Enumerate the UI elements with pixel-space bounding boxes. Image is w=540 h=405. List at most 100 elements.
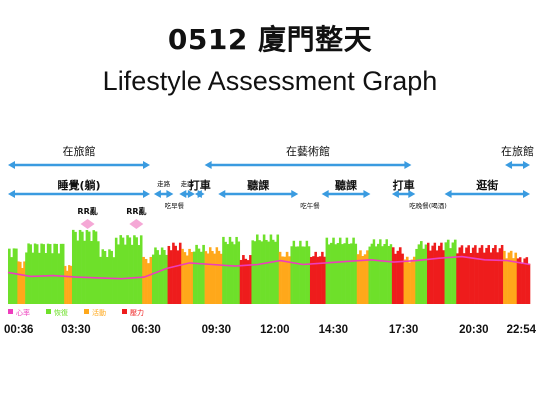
x-tick-3: 09:30 bbox=[202, 324, 231, 336]
segment-15 bbox=[251, 234, 280, 304]
segment-29-bar-3 bbox=[523, 258, 526, 304]
segment-0-bar-0 bbox=[8, 248, 11, 304]
segment-21-bar-7 bbox=[383, 244, 386, 304]
segment-4-bar-5 bbox=[83, 240, 86, 304]
segment-17-bar-8 bbox=[307, 246, 311, 304]
x-tick-6: 17:30 bbox=[389, 324, 418, 336]
segment-17-bar-3 bbox=[296, 246, 300, 304]
segment-15-bar-8 bbox=[269, 234, 273, 304]
segment-25-bar-0 bbox=[427, 242, 430, 304]
segment-7 bbox=[142, 256, 153, 304]
segment-6-bar-10 bbox=[137, 245, 141, 304]
segment-8-bar-2 bbox=[156, 250, 159, 304]
segment-14 bbox=[239, 255, 252, 304]
x-tick-0: 00:36 bbox=[4, 324, 33, 336]
segment-10-bar-2 bbox=[185, 255, 189, 304]
segment-6-bar-4 bbox=[124, 244, 127, 304]
segment-11-bar-1 bbox=[195, 244, 198, 304]
segment-22-bar-4 bbox=[401, 253, 404, 304]
legend-label-0: 心率 bbox=[16, 308, 30, 317]
segment-24-bar-1 bbox=[417, 244, 421, 304]
segment-28-bar-1 bbox=[505, 258, 508, 304]
location-label-0: 在旅館 bbox=[63, 144, 96, 158]
segment-10-bar-3 bbox=[188, 248, 191, 304]
segment-2-bar-13 bbox=[53, 243, 56, 304]
segment-17-bar-0 bbox=[290, 246, 293, 304]
activity-arrow-2 bbox=[179, 190, 195, 198]
segment-14-bar-0 bbox=[239, 259, 243, 304]
heart-rate-series bbox=[7, 255, 531, 280]
x-tick-2: 06:30 bbox=[131, 324, 160, 336]
segment-23-bar-0 bbox=[403, 259, 407, 304]
segment-27-bar-8 bbox=[474, 245, 477, 304]
segment-27-bar-10 bbox=[478, 247, 482, 304]
segment-13-bar-4 bbox=[230, 241, 234, 304]
location-arrow-0-head-right bbox=[143, 161, 151, 169]
segment-5-bar-0 bbox=[99, 256, 102, 304]
segment-0-bar-1 bbox=[10, 257, 13, 304]
segment-1-bar-2 bbox=[21, 267, 24, 304]
activity-arrow-0-head-right bbox=[143, 190, 151, 198]
segment-21-bar-0 bbox=[368, 246, 371, 304]
segment-27 bbox=[456, 244, 504, 304]
segment-29-bar-0 bbox=[516, 258, 520, 304]
segment-21-bar-4 bbox=[376, 243, 380, 304]
segment-6-bar-8 bbox=[133, 235, 136, 304]
segment-19-bar-12 bbox=[352, 237, 355, 304]
segment-21-bar-2 bbox=[372, 239, 376, 304]
segment-6-bar-9 bbox=[135, 237, 138, 304]
segment-27-bar-12 bbox=[483, 252, 486, 304]
segment-25-bar-5 bbox=[437, 245, 441, 304]
location-label-1: 在藝術館 bbox=[286, 144, 330, 158]
segment-17-bar-6 bbox=[303, 246, 306, 304]
segment-17-bar-5 bbox=[301, 246, 304, 304]
segment-5-bar-3 bbox=[105, 257, 109, 304]
segment-15-bar-4 bbox=[260, 241, 264, 304]
segment-2-bar-12 bbox=[51, 253, 54, 304]
segment-12-bar-4 bbox=[213, 253, 216, 304]
segment-13 bbox=[222, 236, 241, 304]
segment-17-bar-4 bbox=[299, 240, 302, 304]
segment-6-bar-6 bbox=[128, 237, 132, 304]
activity-arrow-7-head-right bbox=[523, 190, 530, 198]
segment-14-bar-1 bbox=[242, 255, 245, 304]
segment-4-bar-10 bbox=[94, 231, 98, 304]
segment-29-bar-5 bbox=[527, 263, 531, 304]
segment-2-bar-7 bbox=[40, 243, 43, 304]
legend-label-1: 恢復 bbox=[54, 308, 68, 317]
segment-26-bar-1 bbox=[446, 239, 450, 304]
segment-11 bbox=[192, 244, 205, 304]
segment-18-bar-5 bbox=[321, 251, 324, 304]
segment-15-bar-3 bbox=[258, 240, 261, 304]
segment-28 bbox=[503, 250, 518, 304]
activity-arrow-7 bbox=[444, 190, 530, 198]
activity-label-3: 打車 bbox=[189, 178, 211, 192]
segment-6-bar-2 bbox=[119, 235, 123, 304]
segment-26-bar-3 bbox=[451, 242, 455, 304]
segment-23 bbox=[403, 256, 416, 304]
segment-27-bar-7 bbox=[471, 247, 475, 304]
segment-25-bar-3 bbox=[433, 242, 437, 304]
x-tick-8: 22:54 bbox=[507, 324, 537, 336]
segment-13-bar-6 bbox=[235, 236, 238, 304]
segment-29 bbox=[516, 257, 531, 304]
segment-17-bar-7 bbox=[305, 240, 309, 304]
location-arrow-1-head-left bbox=[204, 161, 212, 169]
segment-23-bar-4 bbox=[412, 256, 416, 304]
segment-25-bar-1 bbox=[429, 250, 432, 304]
segment-19-bar-4 bbox=[334, 244, 338, 304]
segment-10-bar-4 bbox=[190, 251, 194, 304]
segment-16 bbox=[278, 251, 291, 304]
location-annotations: 在旅館 在藝術館 在旅館 bbox=[8, 144, 534, 169]
segment-22 bbox=[391, 247, 404, 304]
segment-28-bar-0 bbox=[503, 250, 506, 304]
segment-4-bar-11 bbox=[97, 241, 100, 304]
activity-arrow-6-head-left bbox=[391, 190, 399, 198]
segment-19-bar-10 bbox=[347, 243, 351, 304]
segment-1-bar-1 bbox=[19, 261, 22, 304]
segment-24-bar-0 bbox=[415, 248, 418, 304]
segment-2-bar-8 bbox=[42, 244, 45, 304]
activity-label-5: 聽課 bbox=[335, 178, 358, 192]
